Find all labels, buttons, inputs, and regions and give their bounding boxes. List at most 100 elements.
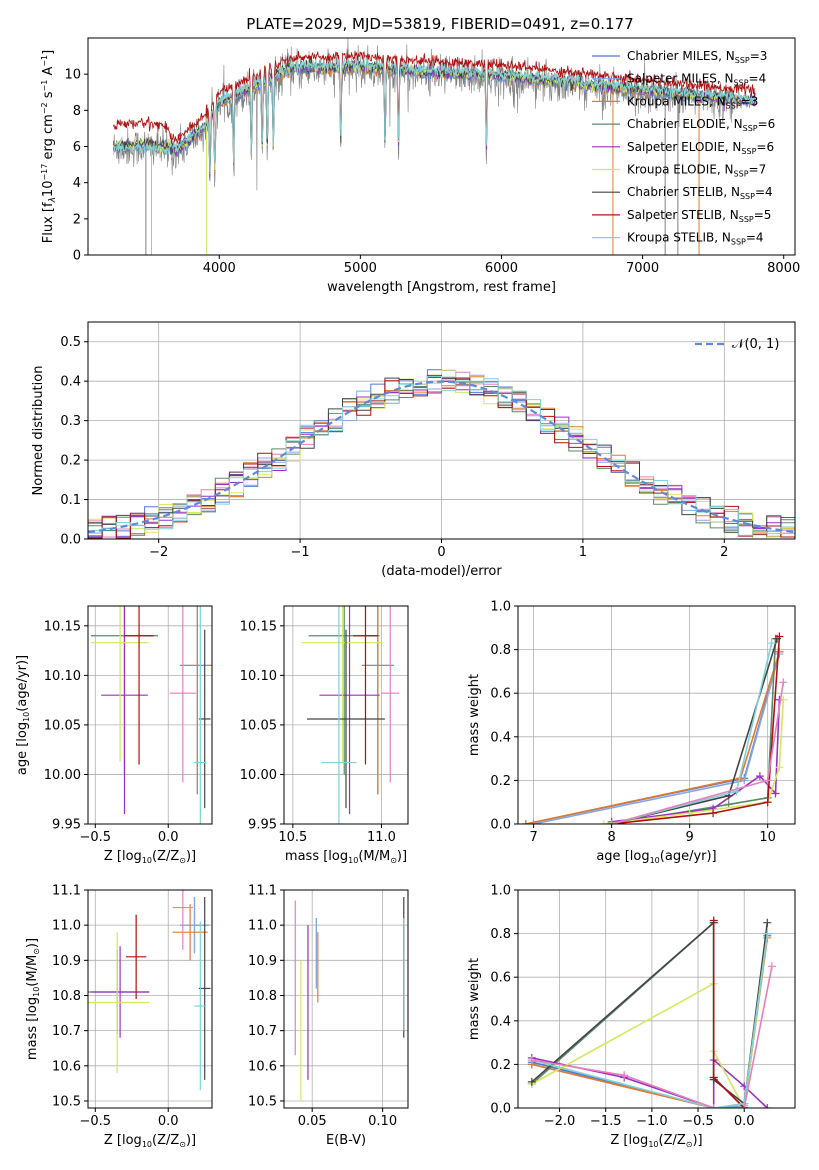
legend-label: Kroupa ELODIE, NSSP=7 — [627, 163, 766, 179]
x-tick-label: 0 — [437, 545, 445, 560]
y-tick-label: 0.4 — [490, 1014, 511, 1029]
mass-weight-marker — [771, 789, 780, 798]
y-tick-label: 9.95 — [248, 818, 277, 833]
y-tick-label: 0.2 — [490, 1058, 511, 1073]
y-tick-label: 0.3 — [60, 414, 81, 429]
x-tick-label: 6000 — [485, 261, 518, 276]
mass-weight-marker — [709, 1073, 718, 1082]
spectrum-panel: 4000 5000 6000 7000 8000 0 2 4 6 8 10 wavelength [A… — [40, 37, 800, 295]
plot-area — [88, 890, 211, 1091]
y-tick-label: 10.10 — [44, 669, 81, 684]
plot-area — [521, 632, 788, 824]
x-tick-label: 7 — [529, 830, 537, 845]
plot-area — [294, 897, 405, 1101]
y-tick-label: 0.0 — [490, 818, 511, 833]
x-axis-label: Z [log10(Z/Z⊙)] — [610, 1133, 702, 1149]
x-tick-label: 11.0 — [367, 830, 396, 845]
x-tick-label: −0.5 — [682, 1114, 714, 1129]
x-tick-label: 10 — [759, 830, 776, 845]
x-tick-label: 0.0 — [158, 1114, 179, 1129]
y-tick-label: 8 — [73, 104, 81, 119]
y-tick-label: 0.8 — [490, 643, 511, 658]
figure-title: PLATE=2029, MJD=53819, FIBERID=0491, z=0… — [246, 15, 633, 33]
axes-frame — [283, 605, 409, 825]
mass-weight-marker — [529, 820, 538, 824]
legend-label: Chabrier MILES, NSSP=3 — [627, 49, 767, 65]
mass-weight-marker — [620, 1071, 629, 1080]
mass-vs-ebv-panel: 0.05 0.10 10.5 10.6 10.7 10.8 10.9 11.0 11.1 E(B-… — [248, 884, 409, 1148]
y-tick-label: 0.0 — [60, 533, 81, 548]
spectrum-legend: Chabrier MILES, NSSP=3 Salpeter MILES, NS… — [592, 49, 775, 247]
mass-weight-line — [531, 937, 769, 1108]
x-tick-label: −0.5 — [80, 830, 112, 845]
x-tick-label: 0.0 — [734, 1114, 755, 1129]
residuals-panel: −2 −1 0 1 2 0.0 0.1 0.2 0.3 0.4 0.5 (data-model)/er… — [31, 321, 796, 579]
mass-weight-vs-age-panel: 7 8 9 10 0.0 0.2 0.4 0.6 0.8 1.0 age [log10(age/yr… — [467, 600, 796, 865]
legend-label: Salpeter MILES, NSSP=4 — [627, 72, 766, 88]
y-tick-label: 10.5 — [248, 1094, 277, 1109]
legend-label: Chabrier ELODIE, NSSP=6 — [627, 117, 775, 133]
y-tick-label: 0.4 — [490, 730, 511, 745]
mass-weight-marker — [709, 1104, 718, 1108]
plot-area — [527, 916, 776, 1108]
y-tick-label: 10.10 — [240, 669, 277, 684]
x-axis-label: mass [log10(M/M⊙)] — [285, 849, 407, 865]
x-tick-label: −0.5 — [80, 1114, 112, 1129]
x-tick-label: −2.0 — [544, 1114, 576, 1129]
mass-weight-marker — [763, 798, 772, 807]
mass-weight-line — [533, 653, 781, 824]
axes-frame — [87, 605, 213, 825]
y-tick-label: 10.7 — [52, 1024, 81, 1039]
mass-weight-marker — [767, 639, 776, 648]
y-tick-label: 10.5 — [52, 1094, 81, 1109]
plot-area — [301, 606, 400, 824]
age-vs-z-panel: −0.5 0.0 9.95 10.00 10.05 10.10 10.15 Z [log10(… — [15, 605, 213, 865]
y-axis-label: Normed distribution — [31, 366, 46, 496]
x-tick-label: −1.0 — [636, 1114, 668, 1129]
axes-frame — [87, 889, 213, 1109]
gaussian-curve — [88, 380, 795, 534]
mass-weight-marker — [527, 1077, 536, 1086]
x-tick-label: 2 — [720, 545, 728, 560]
x-tick-label: 8 — [607, 830, 615, 845]
y-tick-label: 0.6 — [490, 971, 511, 986]
mass-weight-line — [611, 638, 778, 824]
y-tick-label: 0.5 — [60, 335, 81, 350]
y-tick-label: 10.7 — [248, 1024, 277, 1039]
plot-area — [113, 38, 756, 255]
x-axis-label: wavelength [Angstrom, rest frame] — [327, 280, 556, 295]
y-tick-label: 10.6 — [52, 1059, 81, 1074]
mass-weight-marker — [740, 1104, 749, 1108]
age-vs-mass-panel: 10.5 11.0 9.95 10.00 10.05 10.10 10.15 mass [lo… — [240, 605, 409, 865]
y-tick-label: 11.1 — [52, 884, 81, 899]
y-tick-label: 10.8 — [248, 989, 277, 1004]
x-tick-label: 0.0 — [158, 830, 179, 845]
y-tick-label: 6 — [73, 140, 81, 155]
mass-weight-marker — [763, 929, 772, 938]
x-axis-label: Z [log10(Z/Z⊙)] — [104, 1133, 196, 1149]
y-tick-label: 4 — [73, 176, 81, 191]
axes-frame — [517, 605, 796, 825]
mass-weight-vs-z-panel: −2.0 −1.5 −1.0 −0.5 0.0 0.0 0.2 0.4 0.6 0.8 1.0 Z [… — [467, 884, 796, 1149]
plot-area — [88, 369, 795, 539]
mass-weight-line — [611, 636, 781, 824]
y-tick-label: 2 — [73, 212, 81, 227]
mass-weight-marker — [775, 647, 784, 656]
model-spectrum-line — [113, 56, 756, 173]
x-tick-label: 0.10 — [368, 1114, 397, 1129]
y-tick-label: 11.0 — [248, 919, 277, 934]
y-tick-label: 0.2 — [490, 774, 511, 789]
mass-weight-marker — [527, 1056, 536, 1065]
mass-weight-marker — [767, 962, 776, 971]
y-tick-label: 0.6 — [490, 687, 511, 702]
model-spectrum-line — [113, 50, 756, 164]
x-tick-label: −2 — [149, 545, 168, 560]
y-tick-label: 0.2 — [60, 454, 81, 469]
gaussian-legend-label: 𝒩(0, 1) — [732, 337, 779, 352]
y-tick-label: 10.05 — [44, 718, 81, 733]
y-tick-label: 11.0 — [52, 919, 81, 934]
mass-weight-marker — [775, 763, 784, 772]
mass-weight-marker — [755, 772, 764, 781]
y-tick-label: 10.8 — [52, 989, 81, 1004]
mass-weight-marker — [709, 916, 718, 925]
